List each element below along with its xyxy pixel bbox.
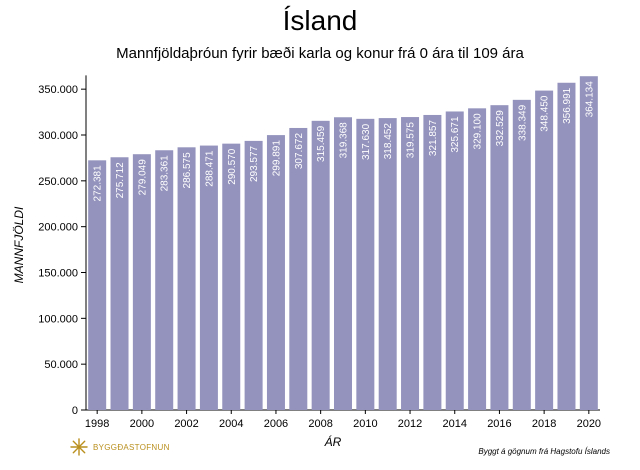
bar (579, 76, 598, 410)
y-tick-label: 100.000 (38, 313, 78, 325)
byggdastofnun-logo: BYGGÐASTOFNUN (70, 438, 170, 456)
bar (378, 118, 397, 410)
logo-text: BYGGÐASTOFNUN (93, 442, 170, 452)
x-tick-label: 2020 (577, 418, 601, 430)
bar-value-label: 317.630 (361, 123, 372, 160)
bars (88, 76, 598, 411)
x-tick-label: 2004 (219, 418, 243, 430)
bar-value-label: 288.471 (204, 150, 215, 187)
bar (334, 117, 352, 410)
bar-value-label: 272.381 (93, 165, 104, 202)
bar (423, 114, 442, 410)
bar-value-label: 319.575 (406, 122, 417, 159)
y-axis-label: MANNFJÖLDI (12, 206, 26, 284)
bar-value-label: 338.349 (517, 104, 528, 141)
bar (512, 99, 531, 411)
bar-value-label: 364.134 (584, 81, 595, 118)
bar-value-label: 307.672 (294, 133, 305, 170)
y-tick-label: 350.000 (38, 84, 78, 96)
bar-value-label: 318.452 (383, 123, 394, 160)
y-axis: 0 50.000 100.000 150.000 200.000 250.000 300.0… (38, 75, 87, 417)
bar-value-label: 348.450 (540, 95, 551, 132)
bar-value-label: 315.459 (316, 125, 327, 162)
bar (88, 160, 107, 410)
bar (199, 145, 218, 411)
bar (266, 135, 285, 410)
bar (468, 108, 487, 410)
y-tick-label: 150.000 (38, 268, 78, 280)
bar-labels: 272.381 275.712 279.049 283.361 286.575 288.4… (93, 81, 596, 202)
bar (110, 157, 129, 410)
bar-value-label: 279.049 (137, 159, 148, 196)
bar (490, 105, 509, 410)
bar (445, 111, 464, 410)
x-axis-label: ÁR (324, 435, 342, 449)
y-tick-label: 50.000 (44, 359, 78, 371)
x-tick-label: 2018 (532, 418, 556, 430)
bar (289, 127, 308, 410)
x-tick-label: 2008 (308, 418, 332, 430)
sunburst-logo-icon (70, 438, 88, 456)
bar (356, 118, 375, 410)
bar-value-label: 325.671 (450, 116, 461, 153)
y-tick-label: 0 (72, 405, 78, 417)
bar (132, 154, 151, 410)
bar-value-label: 290.570 (227, 148, 238, 185)
bar (177, 147, 196, 410)
bar (244, 140, 263, 410)
bar-value-label: 299.891 (271, 140, 282, 177)
x-tick-label: 2002 (174, 418, 198, 430)
bar (535, 90, 554, 411)
bar-value-label: 283.361 (160, 155, 171, 192)
y-tick-label: 200.000 (38, 222, 78, 234)
bar-value-label: 321.857 (428, 120, 439, 157)
y-tick-label: 300.000 (38, 130, 78, 142)
chart-title: Ísland (282, 5, 358, 36)
bar-value-label: 329.100 (473, 113, 484, 150)
x-tick-label: 2016 (487, 418, 511, 430)
bar-value-label: 319.368 (339, 122, 350, 159)
bar (311, 120, 330, 410)
bar-value-label: 356.991 (562, 87, 573, 124)
x-tick-label: 2014 (442, 418, 466, 430)
x-axis: 1998 2000 2002 2004 2006 2008 2010 2012 2014 2016… (85, 409, 601, 430)
bar-value-label: 293.577 (249, 145, 260, 182)
chart-subtitle: Mannfjöldaþróun fyrir bæði karla og konu… (116, 45, 524, 62)
bar (401, 117, 420, 411)
bar (557, 82, 576, 411)
x-tick-label: 2000 (130, 418, 154, 430)
bar-value-label: 275.712 (115, 162, 126, 199)
x-tick-label: 1998 (85, 418, 109, 430)
bar (222, 143, 241, 410)
bar (155, 150, 174, 410)
y-tick-label: 250.000 (38, 176, 78, 188)
data-source-credit: Byggt á gögnum frá Hagstofu Íslands (478, 447, 610, 456)
x-tick-label: 2012 (398, 418, 422, 430)
bar-value-label: 332.529 (495, 110, 506, 147)
x-tick-label: 2010 (353, 418, 377, 430)
x-tick-label: 2006 (264, 418, 288, 430)
bar-value-label: 286.575 (182, 152, 193, 189)
